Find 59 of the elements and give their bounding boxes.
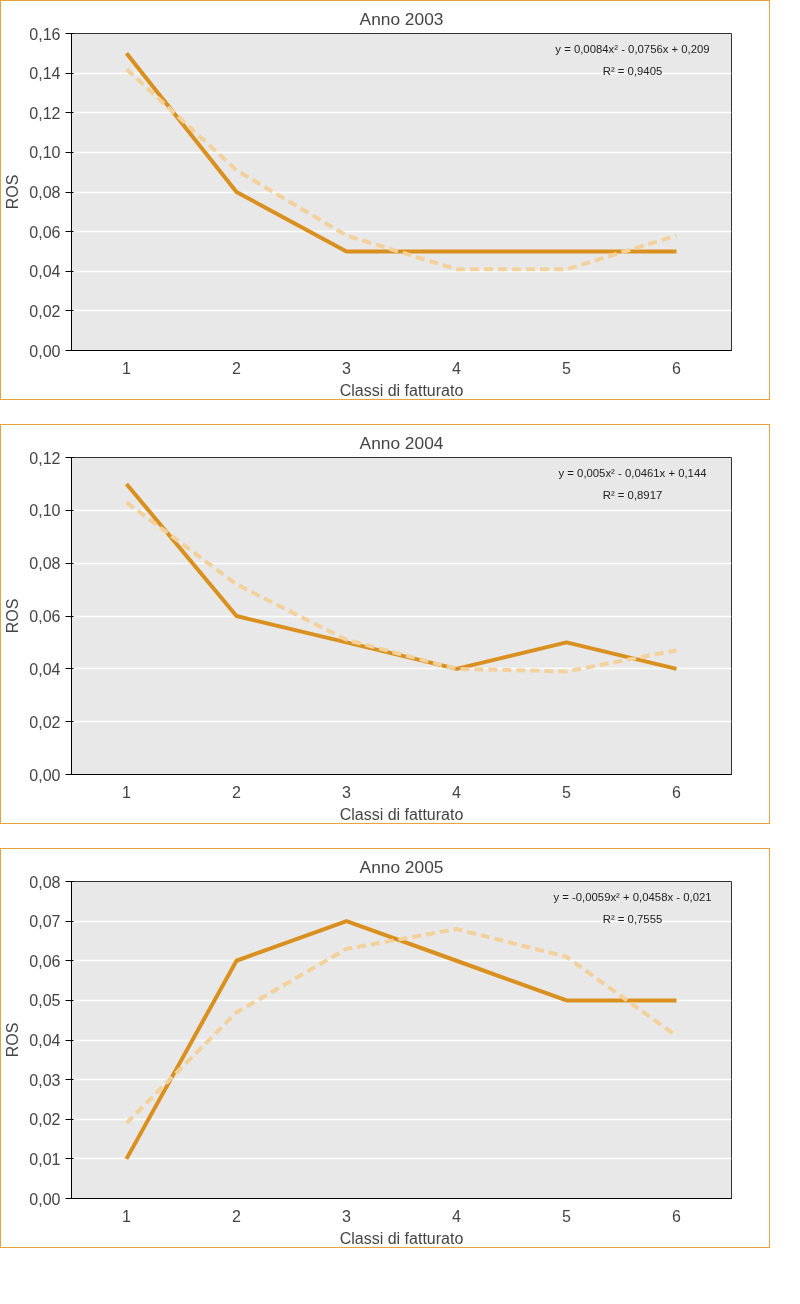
x-tick-label: 3 [342,1207,352,1225]
y-tick-label: 0,12 [29,104,61,122]
y-tick-label: 0,03 [29,1071,61,1089]
x-tick-label: 1 [122,359,132,377]
y-tick-label: 0,14 [29,65,61,83]
x-tick-label: 4 [452,1207,462,1225]
x-axis-title: Classi di fatturato [339,1229,464,1247]
y-tick-label: 0,04 [29,1032,61,1049]
annotation: y = 0,0084x² - 0,0756x + 0,209 [555,43,710,56]
x-tick-label: 6 [672,359,682,377]
y-tick-label: 0,06 [29,608,61,625]
x-tick-label: 6 [672,1207,682,1225]
y-axis-title: ROS [4,174,22,210]
annotation: R² = 0,8917 [602,489,663,502]
x-tick-label: 5 [562,783,572,801]
y-tick-label: 0,00 [29,1190,61,1208]
y-tick-label: 0,00 [29,766,61,784]
y-tick-label: 0,02 [29,713,61,731]
x-tick-label: 1 [122,1207,132,1225]
annotation: y = 0,005x² - 0,0461x + 0,144 [558,467,707,480]
x-tick-label: 2 [232,783,242,801]
x-tick-label: 1 [122,783,132,801]
x-tick-label: 5 [562,359,572,377]
y-tick-label: 0,08 [29,184,61,201]
y-axis-title: ROS [4,1022,22,1058]
line-series [124,67,679,272]
x-tick-label: 4 [452,359,462,377]
y-tick-label: 0,07 [29,913,61,931]
y-tick-label: 0,10 [29,502,61,520]
x-axis-title: Classi di fatturato [339,805,464,823]
y-tick-label: 0,04 [29,263,61,281]
x-tick-label: 6 [672,783,682,801]
x-tick-label: 2 [232,359,242,377]
y-tick-label: 0,02 [29,1111,61,1129]
y-tick-label: 0,16 [29,25,61,43]
chart-title: Anno 2003 [359,8,444,29]
y-tick-label: 0,10 [29,144,61,162]
chart-title: Anno 2005 [359,856,444,877]
y-tick-label: 0,04 [29,660,61,678]
y-tick-label: 0,05 [29,992,61,1010]
x-tick-label: 5 [562,1207,572,1225]
x-axis-title: Classi di fatturato [339,381,464,399]
x-tick-label: 2 [232,1207,242,1225]
annotation: R² = 0,7555 [602,913,663,926]
annotation: R² = 0,9405 [602,65,663,78]
x-tick-label: 3 [342,783,352,801]
x-tick-label: 4 [452,783,462,801]
annotation: y = -0,0059x² + 0,0458x - 0,021 [553,891,712,904]
y-tick-label: 0,08 [29,555,61,573]
chart-title: Anno 2004 [359,432,444,453]
y-tick-label: 0,06 [29,223,61,241]
y-tick-label: 0,12 [29,449,61,467]
x-tick-label: 3 [342,359,352,377]
y-tick-label: 0,06 [29,952,61,970]
y-tick-label: 0,00 [29,342,61,360]
y-axis-title: ROS [4,598,22,634]
y-tick-label: 0,01 [29,1150,61,1168]
y-tick-label: 0,08 [29,873,61,891]
y-tick-label: 0,02 [29,302,61,320]
